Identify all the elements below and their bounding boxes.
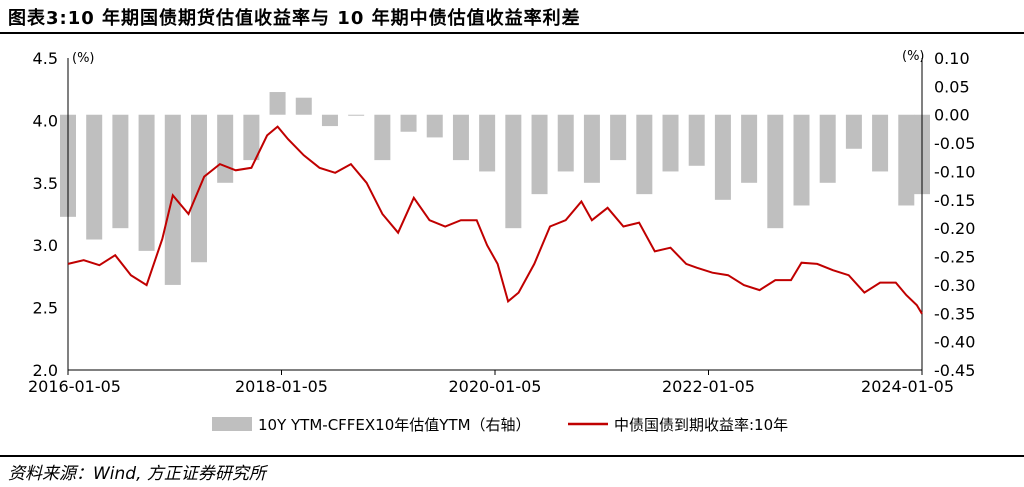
legend-bar-swatch bbox=[212, 417, 252, 431]
spread-bar bbox=[321, 114, 338, 127]
chart-title: 图表3:10 年期国债期货估值收益率与 10 年期中债估值收益率利差 bbox=[8, 8, 581, 29]
spread-bar bbox=[295, 97, 312, 115]
spread-bar bbox=[86, 114, 103, 240]
spread-bar bbox=[374, 114, 391, 161]
spread-bar bbox=[400, 114, 417, 132]
right-tick-label: -0.45 bbox=[934, 361, 975, 380]
left-tick-label: 4.0 bbox=[33, 111, 58, 130]
spread-bar bbox=[898, 114, 915, 206]
spread-bar bbox=[741, 114, 758, 183]
right-tick-label: -0.05 bbox=[934, 134, 975, 153]
spread-bar bbox=[348, 114, 365, 116]
right-tick-label: -0.25 bbox=[934, 248, 975, 267]
left-tick-label: 4.5 bbox=[33, 49, 58, 68]
spread-bar bbox=[767, 114, 784, 229]
left-tick-label: 3.0 bbox=[33, 236, 58, 255]
spread-bar bbox=[479, 114, 496, 172]
title-rule bbox=[0, 32, 1024, 34]
legend-line-label: 中债国债到期收益率:10年 bbox=[614, 416, 788, 434]
right-tick-label: -0.20 bbox=[934, 219, 975, 238]
spread-bar bbox=[138, 114, 155, 251]
spread-bars bbox=[60, 92, 930, 285]
spread-bar bbox=[872, 114, 889, 172]
spread-bar bbox=[610, 114, 627, 161]
footer-rule bbox=[0, 455, 1024, 457]
right-tick-label: -0.10 bbox=[934, 162, 975, 181]
x-tick-label: 2020-01-05 bbox=[449, 377, 542, 396]
spread-bar bbox=[557, 114, 574, 172]
spread-bar bbox=[662, 114, 679, 172]
spread-bar bbox=[845, 114, 862, 149]
spread-bar bbox=[112, 114, 129, 229]
left-axis-unit: (%) bbox=[72, 51, 95, 66]
spread-bar bbox=[583, 114, 600, 183]
axes: 2.0 2.5 3.0 3.5 4.0 4.5 0.10 0.05 0.00 -0.05 -0.10… bbox=[28, 49, 975, 396]
left-tick-label: 2.0 bbox=[33, 361, 58, 380]
spread-bar bbox=[793, 114, 810, 206]
x-tick-label: 2022-01-05 bbox=[662, 377, 755, 396]
spread-bar bbox=[452, 114, 469, 161]
legend-bar-label: 10Y YTM-CFFEX10年估值YTM（右轴） bbox=[258, 416, 531, 434]
spread-bar bbox=[505, 114, 522, 229]
spread-bar bbox=[269, 92, 286, 115]
legend: 10Y YTM-CFFEX10年估值YTM（右轴） 中债国债到期收益率:10年 bbox=[212, 416, 788, 434]
right-tick-label: -0.15 bbox=[934, 191, 975, 210]
right-tick-label: -0.30 bbox=[934, 276, 975, 295]
x-tick-label: 2016-01-05 bbox=[28, 377, 121, 396]
spread-bar bbox=[531, 114, 548, 195]
spread-bar bbox=[636, 114, 653, 195]
spread-bar bbox=[426, 114, 443, 138]
spread-bar bbox=[819, 114, 836, 183]
spread-bar bbox=[714, 114, 731, 200]
chart: 2.0 2.5 3.0 3.5 4.0 4.5 0.10 0.05 0.00 -0.05 -0.10… bbox=[28, 49, 975, 434]
right-tick-label: 0.10 bbox=[934, 49, 970, 68]
spread-bar bbox=[164, 114, 181, 285]
right-tick-label: 0.05 bbox=[934, 77, 970, 96]
right-tick-label: 0.00 bbox=[934, 106, 970, 125]
left-tick-label: 3.5 bbox=[33, 174, 58, 193]
spread-bar bbox=[243, 114, 260, 161]
spread-bar bbox=[217, 114, 234, 183]
spread-bar bbox=[688, 114, 705, 166]
right-tick-label: -0.35 bbox=[934, 304, 975, 323]
x-tick-label: 2018-01-05 bbox=[235, 377, 328, 396]
right-tick-label: -0.40 bbox=[934, 333, 975, 352]
left-tick-label: 2.5 bbox=[33, 299, 58, 318]
right-axis-unit: (%) bbox=[902, 49, 925, 64]
yield-line bbox=[67, 125, 923, 315]
x-tick-label: 2024-01-05 bbox=[861, 377, 954, 396]
source-note: 资料来源：Wind, 方正证券研究所 bbox=[8, 464, 266, 484]
